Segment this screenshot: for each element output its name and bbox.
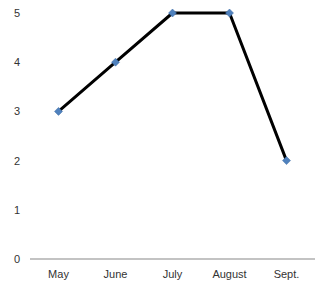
y-tick-label: 4 xyxy=(14,56,20,68)
chart-container: 0 1 2 3 4 5 May June July August Sept. xyxy=(0,0,325,296)
data-point xyxy=(283,157,291,165)
y-tick-label: 5 xyxy=(14,7,20,19)
y-tick-label: 2 xyxy=(14,155,20,167)
y-tick-label: 3 xyxy=(14,105,20,117)
data-point xyxy=(112,58,120,66)
x-tick-label: Sept. xyxy=(274,268,300,280)
x-tick-label: May xyxy=(48,268,69,280)
chart: 0 1 2 3 4 5 May June July August Sept. xyxy=(0,0,325,296)
data-point xyxy=(169,9,177,17)
x-axis-line xyxy=(30,259,315,260)
y-tick-label: 1 xyxy=(14,204,20,216)
x-tick-label: July xyxy=(163,268,183,280)
plot-area xyxy=(55,9,291,165)
x-tick-label: August xyxy=(212,268,246,280)
x-tick-label: June xyxy=(104,268,128,280)
data-point xyxy=(226,9,234,17)
data-point xyxy=(55,107,63,115)
data-line xyxy=(59,13,287,161)
y-tick-label: 0 xyxy=(14,253,20,265)
